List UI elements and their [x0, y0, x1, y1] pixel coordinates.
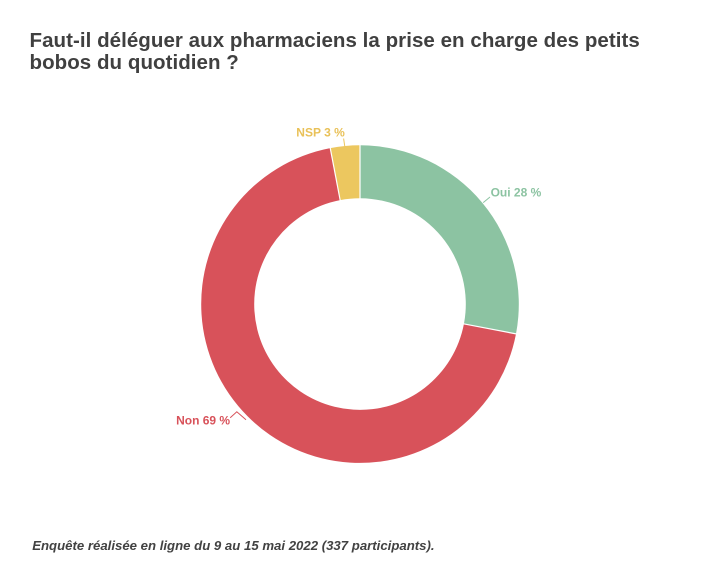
- svg-text:Non 69 %: Non 69 %: [176, 414, 230, 428]
- svg-text:Oui 28 %: Oui 28 %: [491, 186, 542, 200]
- svg-text:NSP 3 %: NSP 3 %: [296, 126, 345, 140]
